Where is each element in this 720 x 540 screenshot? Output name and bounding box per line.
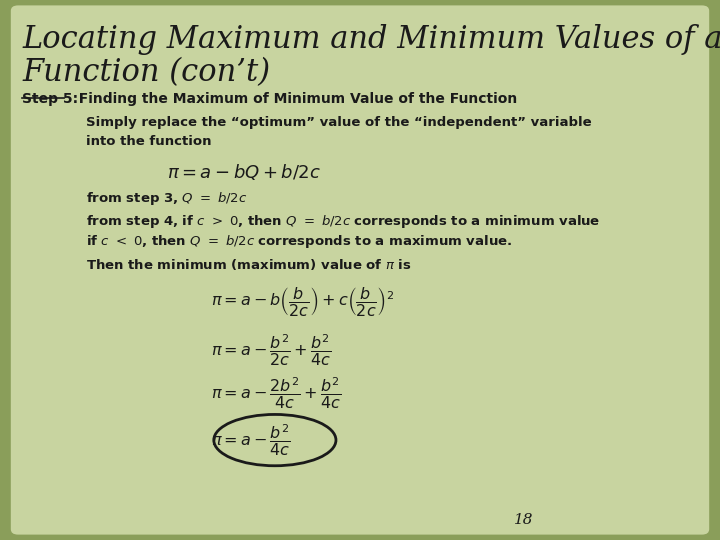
Text: into the function: into the function [86, 135, 212, 148]
Text: $\pi = a - \dfrac{b^2}{4c}$: $\pi = a - \dfrac{b^2}{4c}$ [211, 422, 291, 458]
Text: $\pi = a - bQ + b/2c$: $\pi = a - bQ + b/2c$ [166, 162, 320, 182]
Text: 18: 18 [513, 512, 533, 526]
Text: Locating Maximum and Minimum Values of a: Locating Maximum and Minimum Values of a [22, 24, 720, 55]
Text: Function (con’t): Function (con’t) [22, 57, 270, 87]
Text: from step 4, if $c\ >\ 0$, then $Q\ =\ b/2c$ corresponds to a minimum value: from step 4, if $c\ >\ 0$, then $Q\ =\ b… [86, 213, 600, 230]
Text: Simply replace the “optimum” value of the “independent” variable: Simply replace the “optimum” value of th… [86, 116, 592, 129]
Text: from step 3, $Q\ =\ b/2c$: from step 3, $Q\ =\ b/2c$ [86, 190, 247, 207]
Text: Step 5:: Step 5: [22, 92, 78, 106]
Text: $\pi = a - \dfrac{2b^2}{4c} + \dfrac{b^2}{4c}$: $\pi = a - \dfrac{2b^2}{4c} + \dfrac{b^2… [211, 375, 341, 411]
Text: Then the minimum (maximum) value of $\pi$ is: Then the minimum (maximum) value of $\pi… [86, 256, 412, 272]
Text: $\pi = a - b\left(\dfrac{b}{2c}\right) + c\left(\dfrac{b}{2c}\right)^{2}$: $\pi = a - b\left(\dfrac{b}{2c}\right) +… [211, 285, 394, 318]
Text: Finding the Maximum of Minimum Value of the Function: Finding the Maximum of Minimum Value of … [69, 92, 518, 106]
Text: $\pi = a - \dfrac{b^2}{2c} + \dfrac{b^2}{4c}$: $\pi = a - \dfrac{b^2}{2c} + \dfrac{b^2}… [211, 332, 331, 368]
Text: if $c\ <\ 0$, then $Q\ =\ b/2c$ corresponds to a maximum value.: if $c\ <\ 0$, then $Q\ =\ b/2c$ correspo… [86, 233, 513, 250]
